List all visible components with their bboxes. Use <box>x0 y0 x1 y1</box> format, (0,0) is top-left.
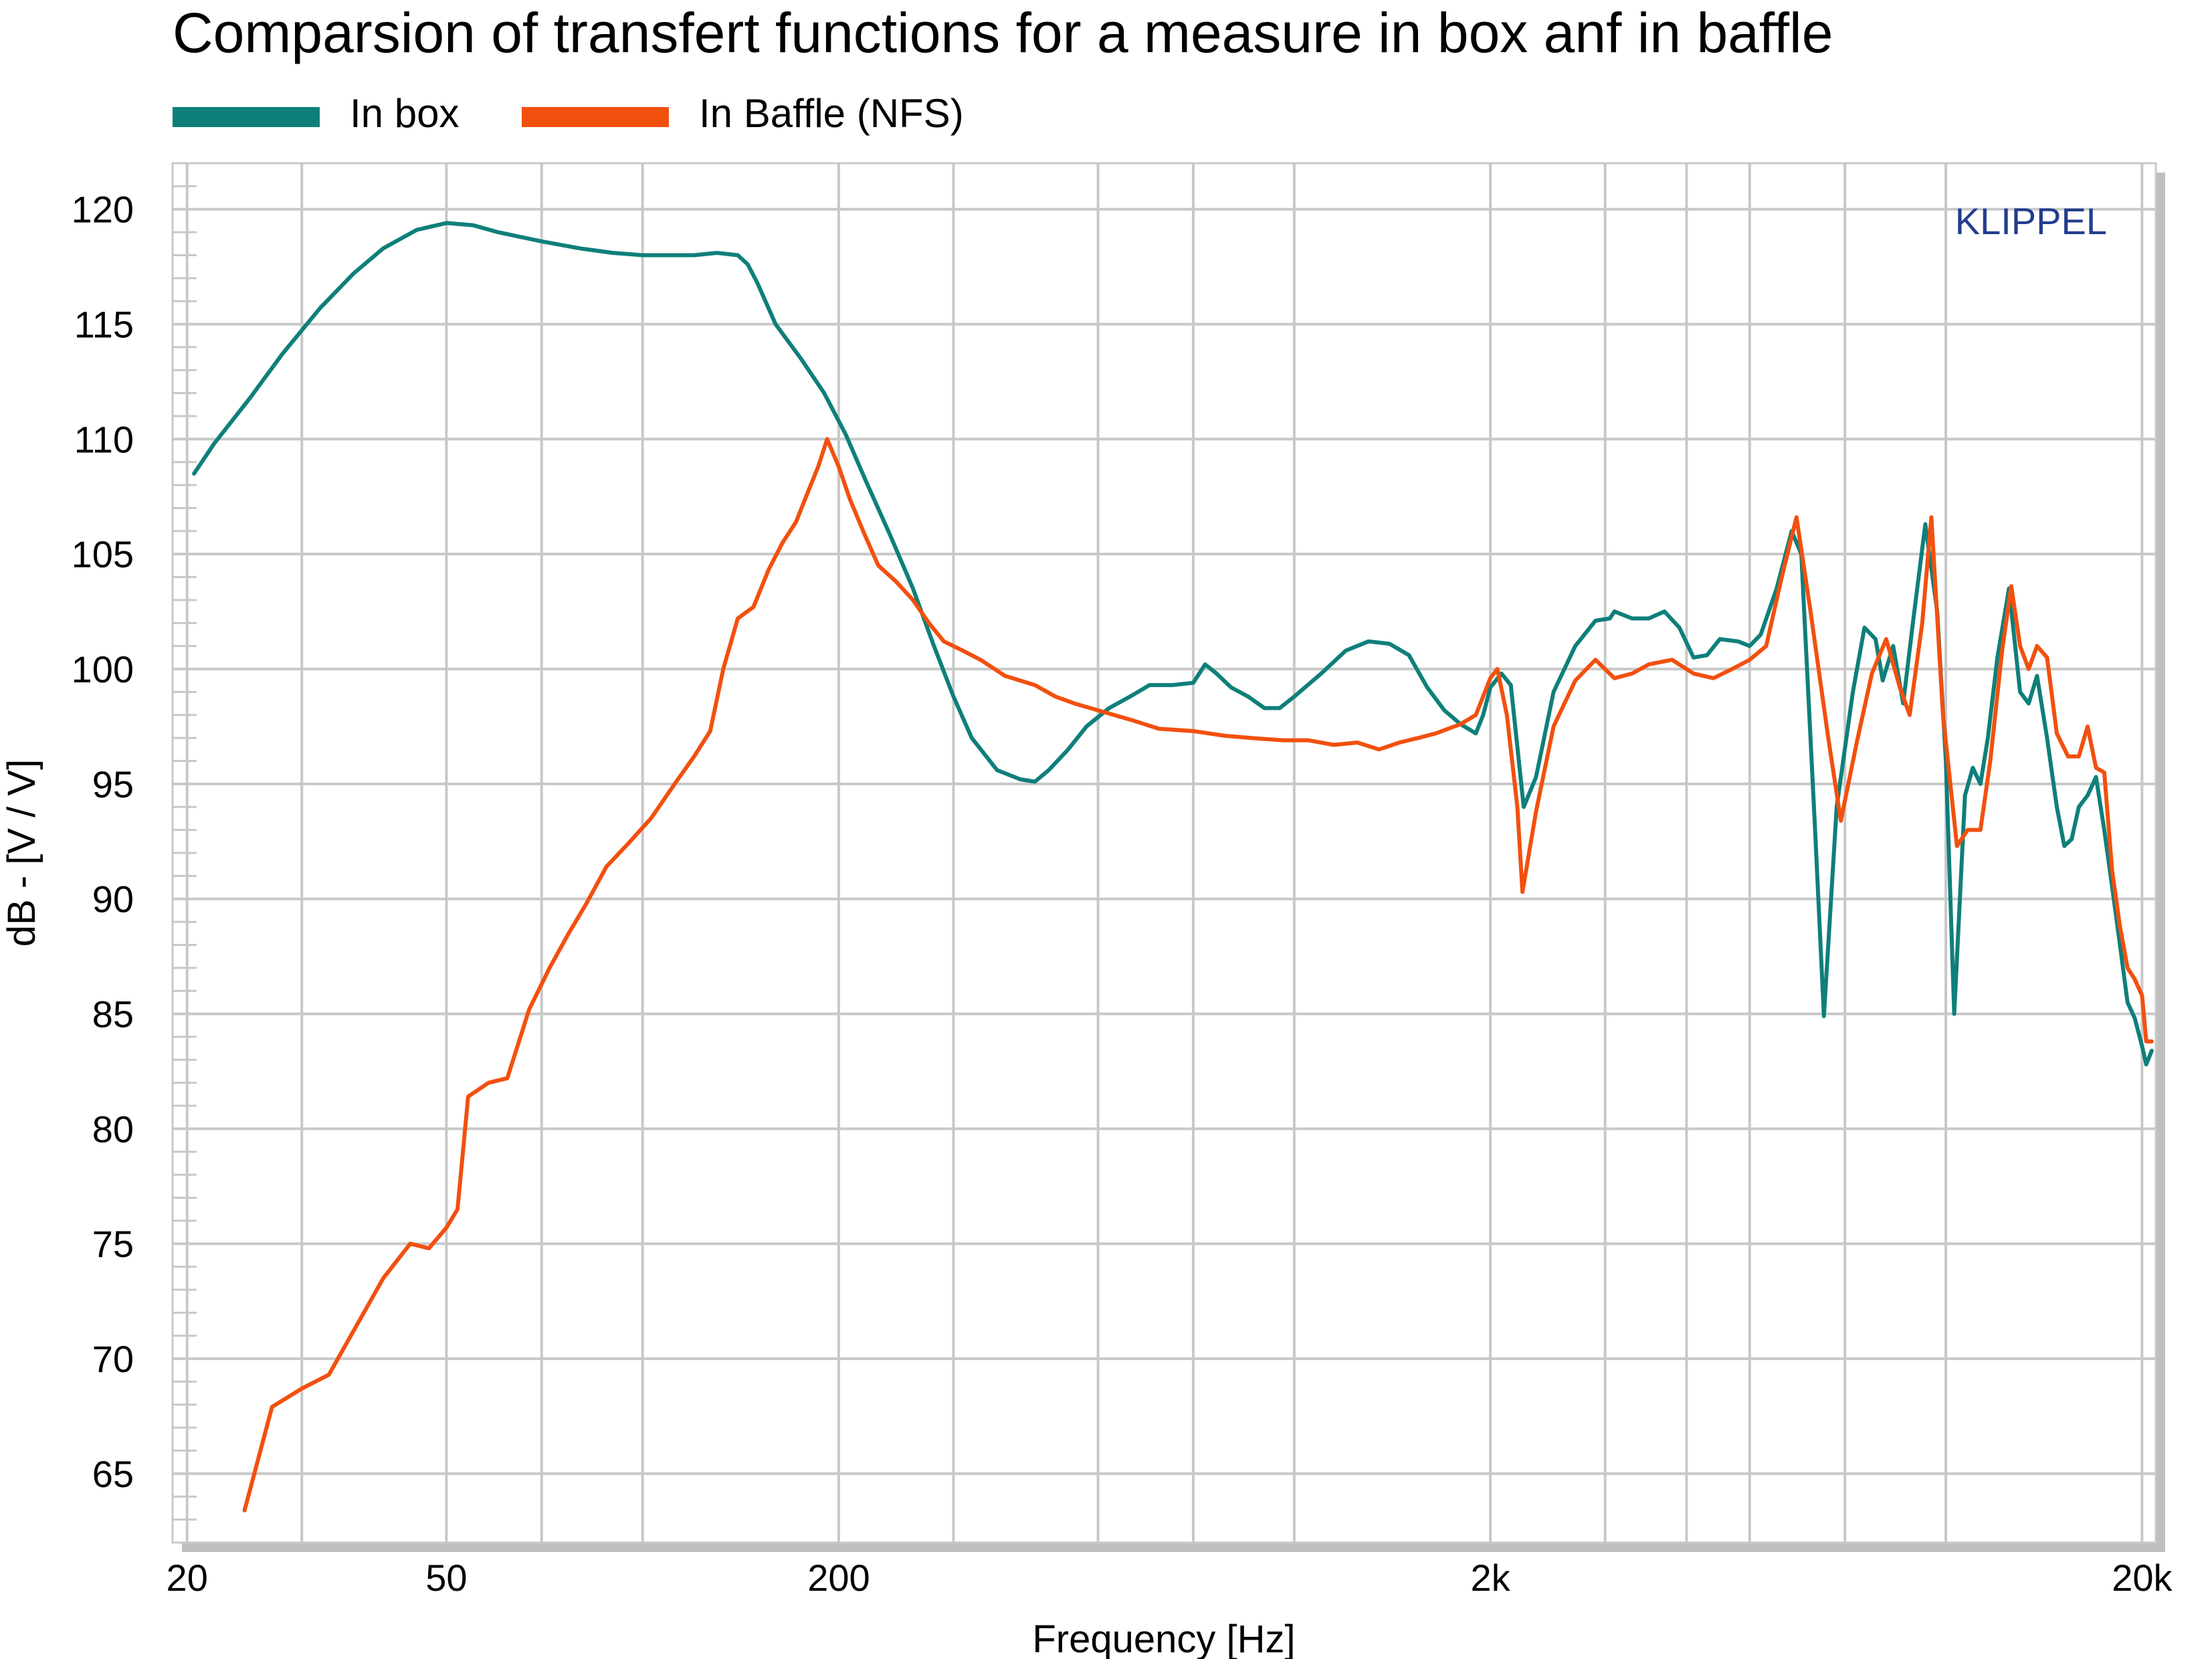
legend-label-in-baffle: In Baffle (NFS) <box>699 91 964 136</box>
x-tick-label: 50 <box>425 1557 467 1599</box>
y-tick-label: 120 <box>72 189 134 231</box>
y-tick-label: 110 <box>74 418 134 460</box>
y-tick-label: 80 <box>92 1108 134 1150</box>
y-tick-label: 115 <box>74 304 134 346</box>
y-tick-label: 65 <box>92 1453 134 1495</box>
grid <box>173 163 2156 1543</box>
x-tick-label: 200 <box>807 1557 870 1599</box>
y-tick-label: 90 <box>92 878 134 920</box>
y-tick-label: 95 <box>92 763 134 805</box>
y-tick-label: 85 <box>92 993 134 1036</box>
legend-swatch-in-baffle <box>522 107 669 127</box>
klippel-watermark: KLIPPEL <box>1955 200 2107 242</box>
x-tick-label: 20k <box>2112 1557 2173 1599</box>
y-tick-labels: 65 70 75 80 85 90 95 100 105 110 115 120 <box>72 189 134 1495</box>
legend-label-in-box: In box <box>350 91 459 136</box>
x-tick-label: 2k <box>1471 1557 1511 1599</box>
x-tick-label: 20 <box>167 1557 208 1599</box>
legend: In box In Baffle (NFS) <box>173 91 964 136</box>
y-axis-label: dB - [V / V] <box>0 759 43 947</box>
x-tick-labels: 20 50 200 2k 20k <box>167 1557 2173 1599</box>
minor-ticks <box>173 162 197 1544</box>
y-tick-label: 105 <box>72 533 134 575</box>
series-layer <box>192 221 2154 1512</box>
legend-swatch-in-box <box>173 107 320 127</box>
series-line-in-box <box>192 221 2154 1067</box>
plot-area <box>171 162 2157 1544</box>
y-tick-label: 75 <box>92 1223 134 1265</box>
x-axis-label: Frequency [Hz] <box>1032 1618 1295 1659</box>
chart-title: Comparsion of transfert functions for a … <box>173 1 1833 64</box>
y-tick-label: 100 <box>72 648 134 690</box>
y-tick-label: 70 <box>92 1338 134 1380</box>
series-line-in-baffle <box>242 437 2154 1512</box>
